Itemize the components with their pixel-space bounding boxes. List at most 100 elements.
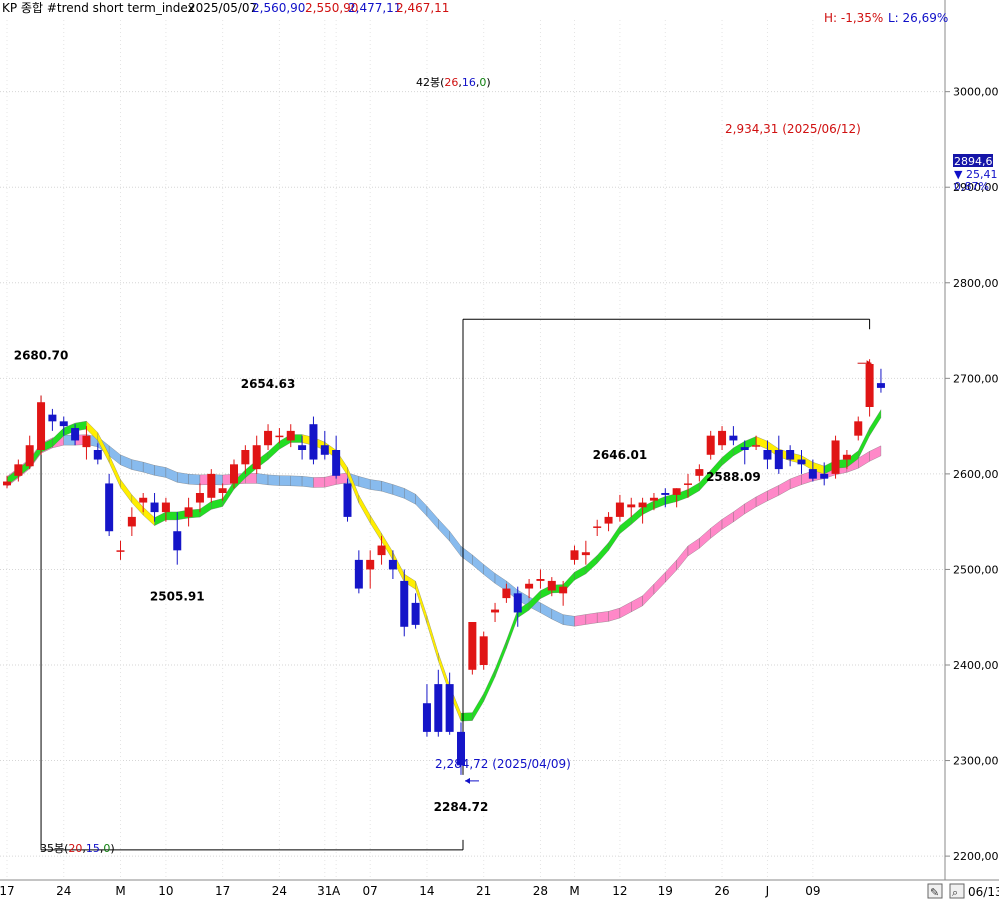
period-boxes	[40, 318, 872, 851]
long-ma-segment	[290, 475, 303, 487]
peak-label: 2505.91	[150, 590, 205, 604]
long-ma-segment	[358, 476, 371, 490]
candle	[377, 536, 386, 565]
candle-body	[820, 473, 829, 479]
candle	[320, 430, 329, 460]
header-high-pct: H: -1,35%	[824, 11, 883, 25]
candle	[865, 359, 874, 417]
peak-label: 2284.72	[434, 800, 489, 814]
candle-body	[241, 450, 250, 465]
candle-body	[3, 481, 11, 486]
candle	[786, 445, 795, 467]
candle-body	[502, 588, 511, 599]
long-ma-segment	[869, 445, 882, 462]
long-ma-segment	[438, 518, 450, 542]
long-ma-segment	[472, 554, 484, 575]
short-ma-segment	[665, 493, 677, 505]
short-ma-segment	[358, 494, 371, 524]
candle	[366, 550, 375, 589]
candle-body	[309, 424, 318, 460]
search-icon[interactable]	[949, 883, 965, 899]
long-ma-segment	[154, 465, 167, 478]
long-ma-segment	[755, 490, 768, 508]
short-ma-segment	[472, 692, 484, 722]
x-axis: 17 24 M 10 17 24 31 A 07 14 21 28 M 12 19 26 J 09	[0, 879, 999, 898]
candle	[468, 622, 477, 675]
long-ma-segment	[392, 484, 405, 499]
candle	[25, 435, 34, 470]
long-ma-segment	[790, 474, 802, 490]
long-ma-segment	[256, 473, 269, 486]
x-tick-label: 19	[658, 884, 673, 898]
candle-body	[173, 531, 182, 551]
long-ma-segment	[597, 611, 609, 623]
high-annotation: 2,934,31 (2025/06/12)	[725, 122, 861, 136]
candle	[854, 416, 863, 441]
candle-body	[320, 445, 329, 455]
x-tick-label: 12	[612, 884, 627, 898]
candle	[536, 569, 545, 589]
candle-body	[161, 502, 170, 513]
box2-label: 35봉(20,15,0)	[40, 842, 115, 855]
candle-body	[286, 430, 295, 441]
short-ma-segment	[869, 409, 882, 437]
candle-body	[150, 502, 159, 513]
short-ma-segment	[506, 609, 518, 649]
candle-body	[763, 450, 772, 460]
short-ma-segment	[370, 514, 382, 542]
candle	[684, 473, 692, 498]
long-ma-segment	[449, 530, 462, 557]
candle-body	[184, 507, 193, 517]
candle	[831, 435, 840, 479]
short-ma-segment	[631, 506, 643, 525]
candle	[161, 497, 170, 522]
candle	[343, 478, 352, 522]
candle-body	[71, 428, 80, 441]
x-tick-label: 09	[805, 884, 820, 898]
long-ma-segment	[426, 505, 439, 530]
candle-body	[37, 402, 46, 450]
x-tick-label: 17	[215, 884, 230, 898]
long-ma-segment	[642, 583, 655, 607]
x-tick-label: A	[332, 884, 341, 898]
candle-body	[105, 483, 114, 532]
x-tick-label: 14	[419, 884, 434, 898]
short-ma-segment	[721, 447, 734, 466]
candle	[184, 497, 193, 527]
y-tick-label: 2700,00	[953, 372, 999, 385]
header-low2: 2,467,11	[396, 1, 449, 15]
edit-icon[interactable]	[927, 883, 943, 899]
candle	[763, 440, 772, 470]
search-icon-glyph: ⌕	[952, 886, 958, 899]
candle	[752, 435, 761, 450]
candle	[729, 426, 738, 446]
long-ma-segment	[631, 595, 643, 613]
long-ma-segment	[710, 519, 723, 539]
candle	[513, 586, 522, 627]
short-ma-segment	[211, 498, 223, 510]
candle	[14, 459, 23, 482]
candle	[207, 469, 216, 503]
candle	[820, 462, 829, 486]
short-ma-segment	[426, 615, 439, 662]
price-change-pct: 0,87%	[954, 180, 989, 193]
last-price: 2894,62	[954, 155, 999, 168]
y-tick-label: 2900,00	[953, 181, 999, 194]
candle	[252, 435, 261, 474]
candle	[116, 540, 125, 560]
candle-body	[332, 450, 341, 476]
candle-body	[808, 469, 817, 479]
x-tick-label: 21	[476, 884, 491, 898]
candle	[400, 569, 409, 637]
candle	[411, 593, 420, 629]
candle-body	[627, 504, 636, 508]
candle-body	[752, 445, 761, 447]
candle	[740, 440, 749, 465]
candle-body	[411, 602, 420, 625]
candle-body	[195, 493, 204, 503]
candle-body	[82, 435, 91, 448]
long-ma-segment	[494, 573, 507, 592]
long-ma-segment	[563, 614, 575, 627]
box1-label: 42봉(26,16,0)	[416, 76, 491, 89]
candle	[264, 424, 273, 450]
